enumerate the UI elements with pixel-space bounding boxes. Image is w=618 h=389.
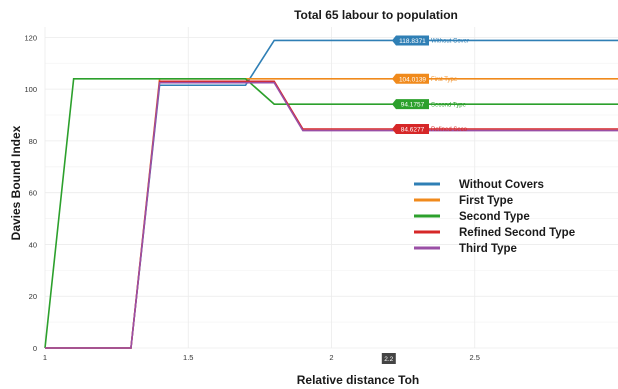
hover-value-tags: 118.8371 Without Cover 104.0139 First Type 9… [392,35,469,134]
series-line-second-type [44,77,618,349]
value-tag-name: Refined Seco [431,127,468,133]
x-tick-label: 1 [43,353,47,362]
value-tag-name: Without Cover [431,39,469,45]
hover-x-box [381,353,396,364]
legend-label: Second Type [459,211,530,223]
x-axis-ticks: 1 1.5 2 2.5 [43,353,480,362]
y-tick-label: 100 [24,85,37,94]
y-tick-label: 0 [33,344,37,353]
y-tick-label: 80 [29,137,37,146]
legend: Without Covers First Type Second Type Refin… [414,179,575,255]
value-tag-name: First Type [431,77,458,83]
value-tag-value: 84.6277 [401,126,425,133]
value-tag-first-type: 104.0139 First Type [392,73,458,84]
x-tick-label: 1.5 [183,353,193,362]
y-tick-label: 60 [29,189,37,198]
x-axis-label: Relative distance Toh [297,373,419,387]
value-tag-box [392,99,429,110]
legend-item-without-covers: Without Covers [414,179,544,191]
legend-label: Third Type [459,243,517,255]
value-tag-box [392,123,429,134]
y-axis-ticks: 0 20 40 60 80 100 120 [24,33,37,353]
value-tag-refined-second-type: 84.6277 Refined Seco [392,123,468,134]
legend-item-first-type: First Type [414,195,513,207]
legend-item-refined-second-type: Refined Second Type [414,227,575,239]
y-tick-label: 120 [24,33,37,42]
x-tick-label: 2.5 [470,353,480,362]
y-tick-label: 40 [29,240,37,249]
legend-label: Without Covers [459,179,544,191]
legend-label: First Type [459,195,513,207]
chart-title: Total 65 labour to population [294,8,458,22]
y-axis-label: Davies Bound Index [9,125,23,240]
series-line-third-type [45,81,618,349]
legend-item-second-type: Second Type [414,211,530,223]
value-tag-box [392,73,429,84]
value-tag-second-type: 94.1757 Second Type [392,99,467,110]
y-tick-label: 20 [29,292,37,301]
hover-x-marker: 2.2 [381,353,396,364]
x-tick-label: 2 [329,353,333,362]
value-tag-without-covers: 118.8371 Without Cover [392,35,469,46]
grid [44,27,618,349]
value-tag-box [392,35,429,46]
legend-label: Refined Second Type [459,227,575,239]
value-tag-value: 118.8371 [399,38,426,45]
value-tag-value: 104.0139 [399,76,426,83]
value-tag-value: 94.1757 [401,102,425,109]
legend-item-third-type: Third Type [414,243,517,255]
hover-x-value: 2.2 [384,356,393,363]
series-lines [44,39,618,349]
value-tag-name: Second Type [431,102,467,108]
